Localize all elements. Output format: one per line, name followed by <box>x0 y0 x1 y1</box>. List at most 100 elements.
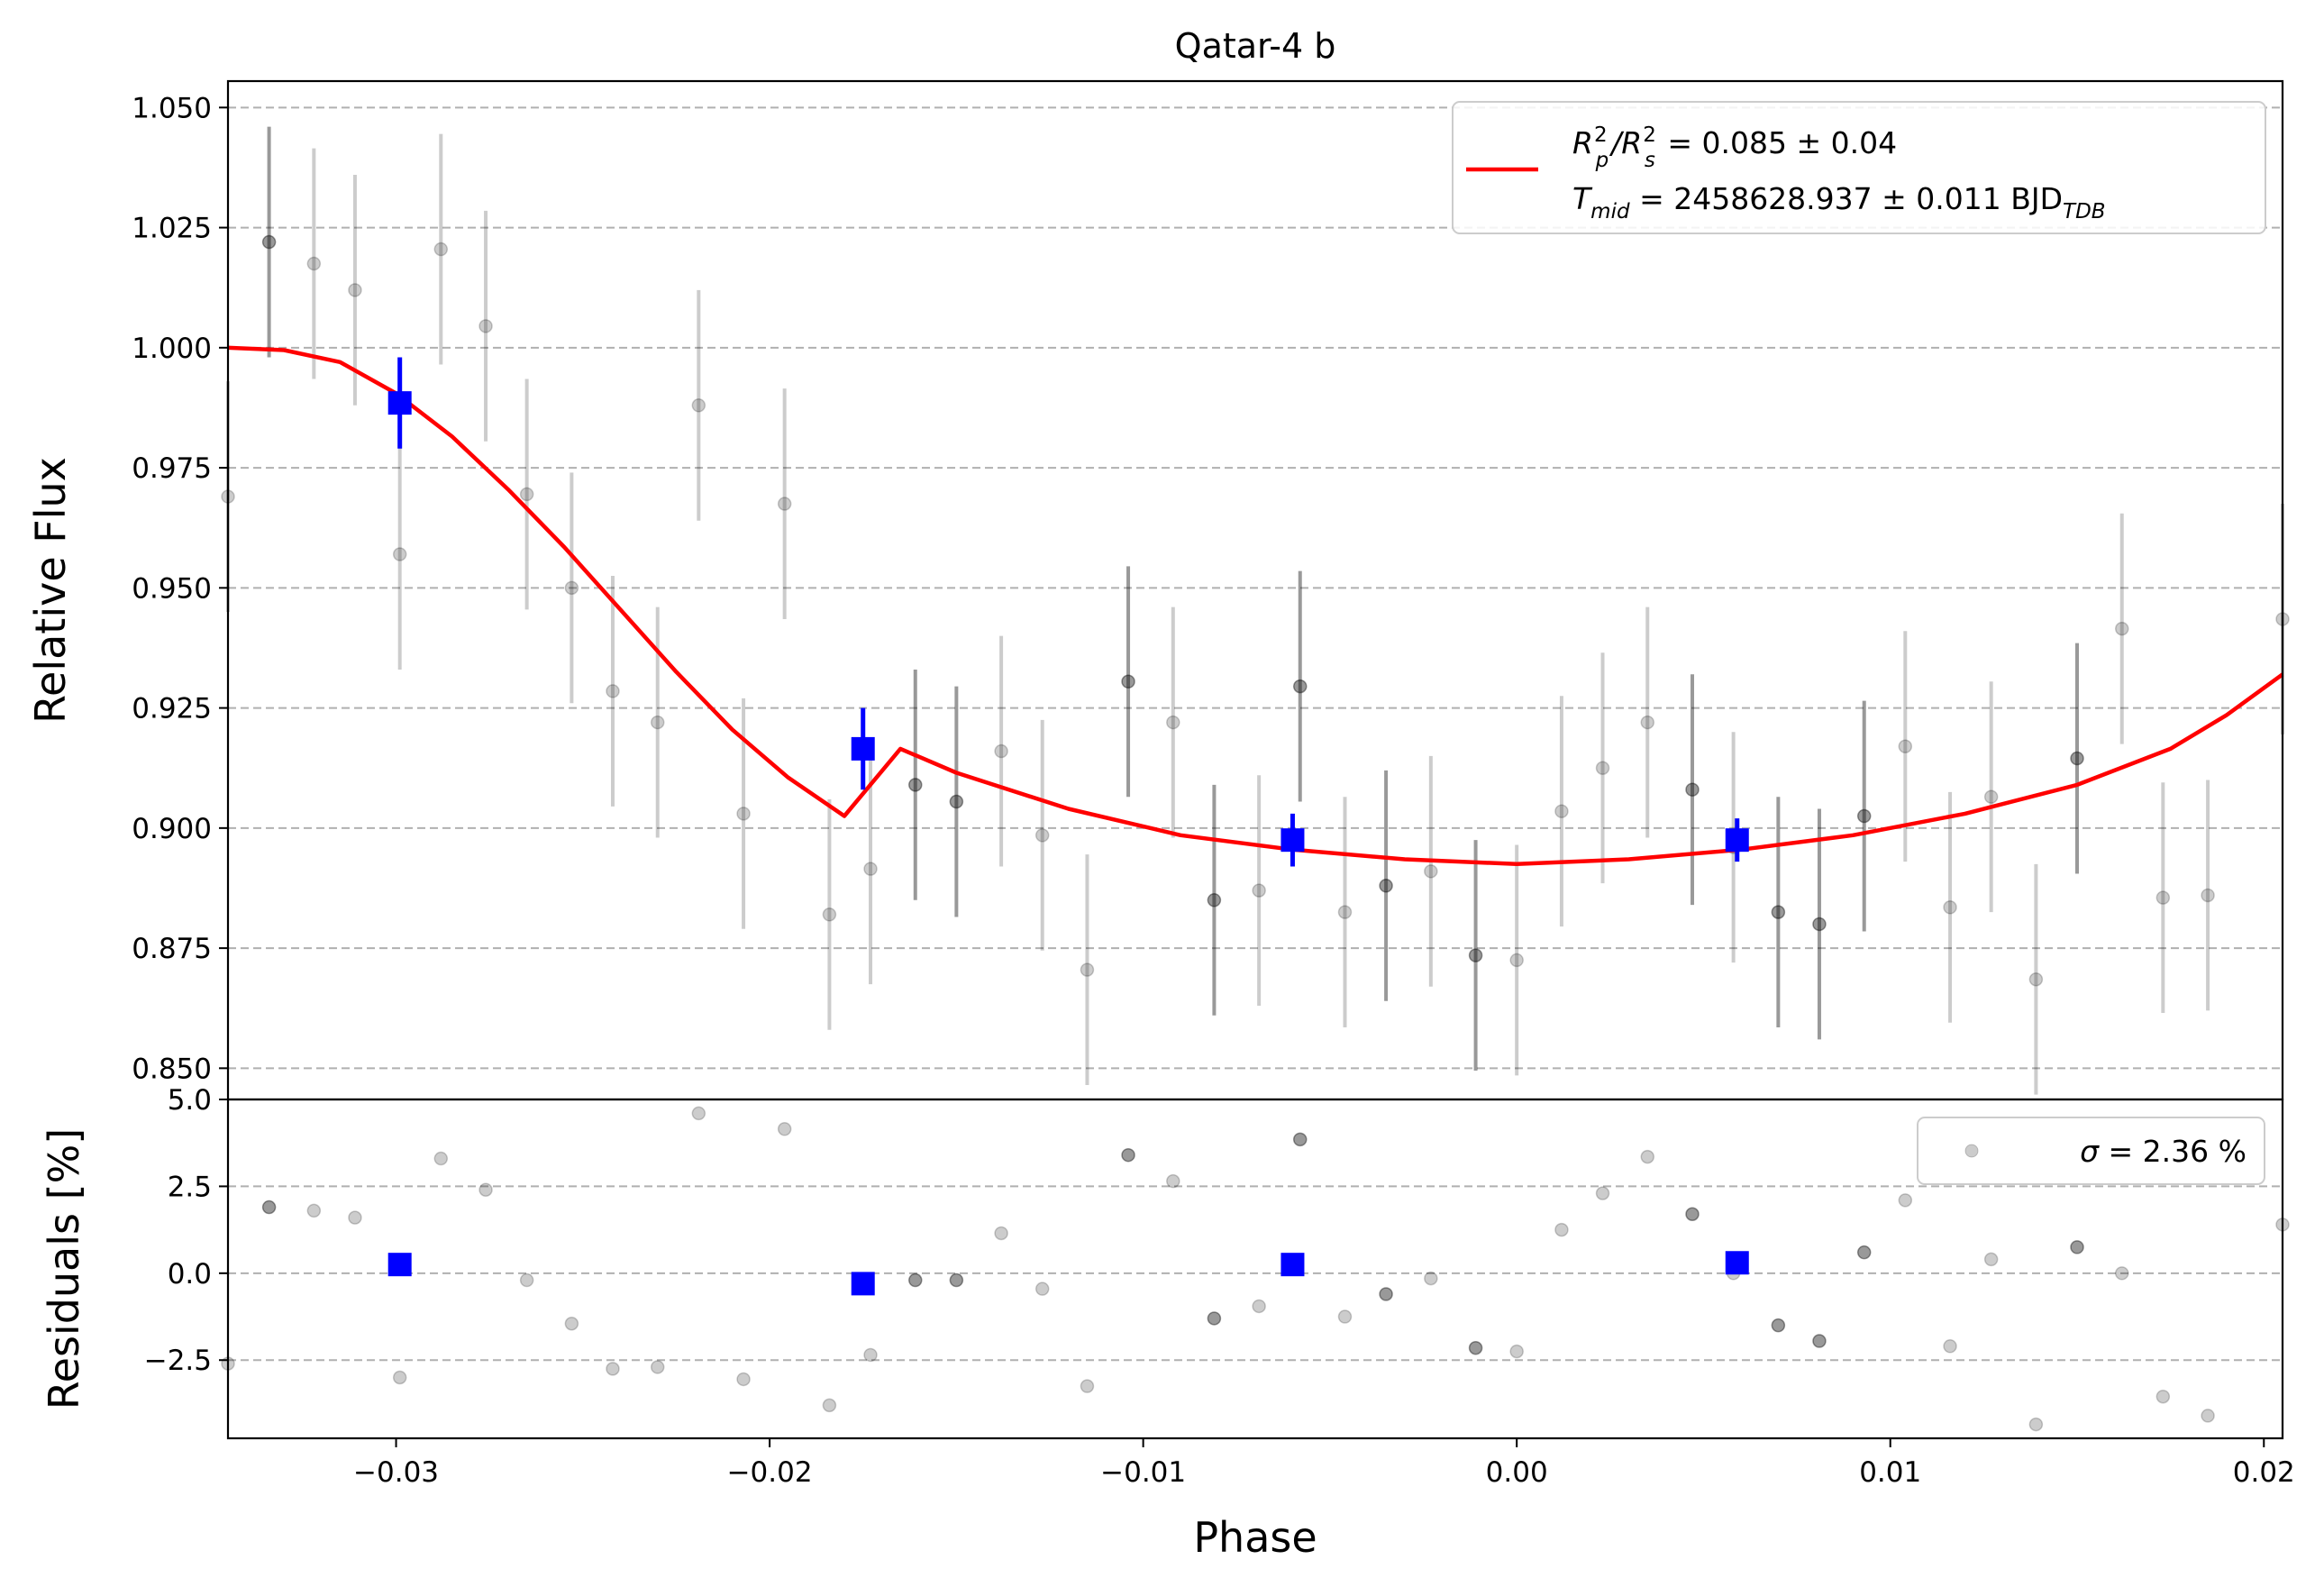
flux-data-point <box>736 807 751 821</box>
binned-residual-point <box>851 1272 875 1296</box>
residual-point <box>1424 1271 1438 1286</box>
flux-data-point <box>1595 761 1610 775</box>
residual-y-tick-label: 2.5 <box>168 1171 212 1203</box>
top-panel-grid <box>228 106 2283 1070</box>
binned-flux-point <box>387 391 412 415</box>
residual-y-ticks: −2.5 0.0 2.5 5.0 <box>144 1084 228 1377</box>
top-y-tick-label: 0.900 <box>132 813 212 845</box>
flux-data-point <box>1207 893 1222 908</box>
flux-data-point <box>2070 751 2084 766</box>
residual-point <box>2155 1389 2171 1404</box>
top-legend: R2 p/R2 s = 0.085 ± 0.04 Tmid = 2458628.93… <box>1452 101 2266 234</box>
flux-data-point <box>606 684 620 698</box>
flux-data-point <box>1080 962 1095 977</box>
top-panel-binned-points <box>387 357 1749 867</box>
flux-data-point <box>306 256 322 271</box>
residual-point <box>1379 1287 1393 1301</box>
residual-point <box>606 1362 620 1376</box>
residual-point <box>1509 1344 1524 1359</box>
residual-point <box>2070 1240 2084 1254</box>
top-y-tick-label: 1.050 <box>132 92 212 124</box>
flux-data-point <box>691 398 706 413</box>
flux-data-point <box>1856 808 1872 824</box>
residual-point <box>261 1199 277 1215</box>
flux-data-point <box>2114 621 2129 636</box>
residual-point <box>908 1272 923 1288</box>
y-axis-title-residuals: Residuals [%] <box>40 1128 88 1409</box>
x-tick-label: −0.02 <box>727 1456 813 1489</box>
binned-flux-point <box>851 736 875 761</box>
x-axis-ticks: −0.03 −0.02 −0.01 0.00 0.01 0.02 <box>353 1438 2295 1489</box>
residual-point <box>777 1122 792 1136</box>
legend-radius-ratio: R2 p/R2 s = 0.085 ± 0.04 <box>1572 123 1897 172</box>
residual-point <box>564 1316 579 1331</box>
x-tick-label: −0.03 <box>353 1456 439 1489</box>
flux-data-point <box>994 743 1008 759</box>
flux-data-point <box>1685 782 1700 797</box>
top-y-tick-label: 1.025 <box>132 213 212 245</box>
top-y-tick-label: 0.875 <box>132 933 212 965</box>
residual-point <box>348 1210 362 1225</box>
residual-point <box>1595 1186 1610 1200</box>
residual-point <box>1943 1339 1957 1354</box>
residual-y-tick-label: 0.0 <box>168 1258 212 1291</box>
flux-data-point <box>1812 917 1827 932</box>
residual-point <box>994 1226 1008 1241</box>
residual-data-points <box>221 1106 2290 1432</box>
model-line <box>227 345 2284 867</box>
flux-data-point <box>1983 789 1999 804</box>
residual-point <box>863 1347 878 1363</box>
top-y-tick-label: 0.950 <box>132 572 212 605</box>
residual-point <box>2028 1417 2044 1432</box>
residual-point <box>822 1398 837 1413</box>
top-panel-error-bars <box>226 126 2284 1095</box>
x-tick-label: 0.01 <box>1859 1456 1921 1489</box>
flux-data-point <box>348 283 362 297</box>
residual-point <box>306 1203 322 1218</box>
flux-data-point <box>392 547 407 561</box>
residual-point <box>1554 1222 1569 1237</box>
residual-binned-points <box>387 1251 1749 1296</box>
residual-point <box>1034 1281 1050 1296</box>
top-y-tick-label: 0.975 <box>132 452 212 485</box>
residual-y-tick-label: 5.0 <box>168 1084 212 1117</box>
residual-point <box>1468 1340 1483 1355</box>
flux-data-point <box>1252 883 1266 898</box>
top-y-tick-label: 0.925 <box>132 693 212 725</box>
flux-data-point <box>2028 971 2044 987</box>
x-tick-label: 0.00 <box>1486 1456 1548 1489</box>
flux-data-point <box>564 580 579 596</box>
residual-panel-frame <box>226 1098 2284 1440</box>
legend-mid-time: Tmid = 2458628.937 ± 0.011 BJDTDB <box>1572 181 2106 223</box>
residual-point <box>1292 1132 1308 1147</box>
residual-point <box>1856 1245 1872 1260</box>
transit-model-curve <box>227 345 2284 867</box>
y-axis-title-flux: Relative Flux <box>26 457 75 724</box>
flux-data-point <box>1554 804 1569 818</box>
residual-point <box>736 1372 751 1387</box>
residual-point <box>478 1182 493 1198</box>
residual-point <box>2114 1266 2129 1281</box>
flux-data-point <box>1292 679 1308 694</box>
flux-data-point <box>1337 905 1353 919</box>
flux-data-point <box>519 487 534 502</box>
residual-point <box>1166 1173 1180 1189</box>
flux-data-point <box>478 319 493 333</box>
residual-point <box>691 1106 706 1121</box>
top-panel-data-points <box>221 234 2290 987</box>
residual-point <box>1812 1334 1827 1348</box>
legend-residual-marker <box>1964 1144 1979 1158</box>
flux-data-point <box>863 862 878 876</box>
flux-data-point <box>433 242 449 257</box>
flux-data-point <box>650 715 665 730</box>
residual-point <box>1337 1309 1353 1324</box>
residual-point <box>519 1272 534 1288</box>
x-tick-label: −0.01 <box>1100 1456 1186 1489</box>
flux-data-point <box>1509 953 1524 968</box>
top-y-tick-label: 1.000 <box>132 333 212 365</box>
residual-legend-box <box>1917 1117 2265 1185</box>
residual-point <box>949 1272 964 1288</box>
residual-point <box>433 1151 449 1166</box>
flux-data-point <box>777 497 792 511</box>
